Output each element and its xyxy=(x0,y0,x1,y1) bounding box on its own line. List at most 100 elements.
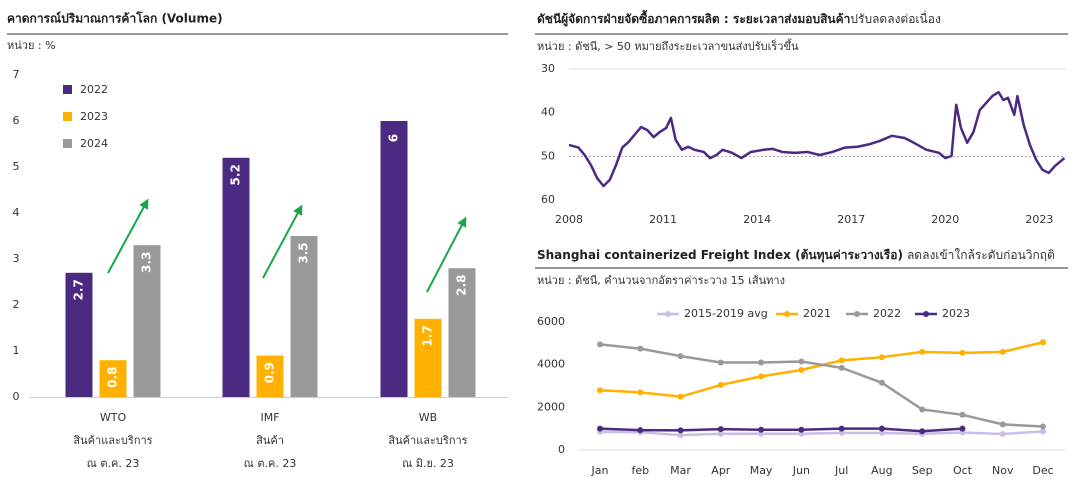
value-label: 3.3 xyxy=(140,252,154,273)
legend-swatch xyxy=(63,139,72,148)
x-tick-label: สินค้าและบริการ xyxy=(388,434,468,447)
y-tick-label: 6 xyxy=(13,114,20,127)
trend-arrow xyxy=(262,204,303,279)
x-tick-label: Jun xyxy=(792,464,810,477)
point xyxy=(677,432,684,439)
y-tick-label: 30 xyxy=(541,62,555,75)
x-tick-label: ณ ต.ค. 23 xyxy=(244,457,297,470)
x-tick-label: 2008 xyxy=(555,213,583,226)
point xyxy=(878,354,885,361)
y-tick-label: 50 xyxy=(541,149,555,162)
x-tick-label: Mar xyxy=(670,464,691,477)
point xyxy=(637,427,644,434)
y-tick-label: 6000 xyxy=(537,315,565,328)
y-tick-label: 60 xyxy=(541,193,555,206)
value-label: 3.5 xyxy=(297,242,311,263)
point xyxy=(758,373,765,380)
x-tick-label: feb xyxy=(631,464,649,477)
point xyxy=(878,379,885,386)
title-rest: ลดลงเข้าใกล้ระดับก่อนวิกฤติ xyxy=(907,248,1055,262)
line xyxy=(599,427,963,433)
y-tick-label: 40 xyxy=(541,106,555,119)
y-tick-label: 2 xyxy=(13,298,20,311)
point xyxy=(838,357,845,364)
point xyxy=(919,428,926,435)
value-label: 2.7 xyxy=(72,279,86,300)
trend-arrow xyxy=(107,198,149,274)
point xyxy=(677,353,684,360)
line xyxy=(599,343,1044,428)
point xyxy=(637,389,644,396)
legend-label: 2022 xyxy=(873,307,901,320)
point xyxy=(798,367,805,373)
point xyxy=(717,359,724,366)
x-tick-label: Apr xyxy=(711,464,731,477)
bar xyxy=(65,272,93,397)
point xyxy=(838,429,845,436)
point xyxy=(717,430,724,437)
point xyxy=(717,381,724,388)
x-tick-label: May xyxy=(750,464,773,477)
point xyxy=(838,364,845,371)
legend-marker xyxy=(665,311,671,317)
point xyxy=(919,348,926,355)
x-tick-label: 2020 xyxy=(931,213,959,226)
y-tick-label: 0 xyxy=(13,390,20,403)
point xyxy=(919,406,926,413)
unit-label: หน่วย : % xyxy=(7,39,56,52)
bar xyxy=(256,355,284,397)
x-tick-label: 2011 xyxy=(649,213,677,226)
bar xyxy=(414,318,442,397)
point xyxy=(999,431,1006,437)
x-tick-label: WTO xyxy=(100,411,127,424)
point xyxy=(758,359,765,366)
x-tick-label: WB xyxy=(419,411,437,424)
point xyxy=(959,425,966,432)
chart-title: ดัชนีผู้จัดการฝ่ายจัดซื้อภาคการผลิต : ระ… xyxy=(537,9,941,27)
x-tick-label: 2017 xyxy=(837,213,865,226)
title-bold: ดัชนีผู้จัดการฝ่ายจัดซื้อภาคการผลิต : ระ… xyxy=(537,9,850,27)
y-tick-label: 7 xyxy=(13,68,20,81)
x-tick-label: สินค้า xyxy=(256,434,284,447)
x-tick-label: Nov xyxy=(992,464,1014,477)
point xyxy=(878,425,885,432)
point xyxy=(798,358,805,365)
point xyxy=(717,426,724,433)
value-label: 0.8 xyxy=(106,367,120,388)
x-tick-label: ณ ต.ค. 23 xyxy=(87,457,140,470)
value-label: 1.7 xyxy=(421,325,435,346)
value-label: 0.9 xyxy=(263,362,277,383)
y-tick-label: 4 xyxy=(13,206,20,219)
title-rest: ปรับลดลงต่อเนื่อง xyxy=(850,10,940,26)
point xyxy=(1040,423,1046,430)
point xyxy=(637,345,644,352)
title-bold: Shanghai containerized Freight Index (ต้… xyxy=(537,248,903,263)
point xyxy=(1040,428,1046,435)
x-tick-label: Oct xyxy=(953,464,973,477)
point xyxy=(597,425,603,432)
x-tick-label: Dec xyxy=(1032,464,1053,477)
legend-marker xyxy=(854,311,860,317)
value-label: 6 xyxy=(387,134,401,142)
point xyxy=(999,421,1006,428)
y-tick-label: 0 xyxy=(558,443,565,456)
point xyxy=(597,387,603,394)
legend-label: 2023 xyxy=(942,307,970,320)
x-tick-label: สินค้าและบริการ xyxy=(73,434,153,447)
legend-label: 2023 xyxy=(80,110,108,123)
y-tick-label: 4000 xyxy=(537,358,565,371)
point xyxy=(959,411,966,418)
x-tick-label: IMF xyxy=(260,411,279,424)
y-tick-label: 3 xyxy=(13,252,20,265)
point xyxy=(597,341,603,348)
point xyxy=(677,427,684,434)
unit-label: หน่วย : ดัชนี, คำนวนจากอัตราค่าระวาง 15 … xyxy=(537,274,785,287)
x-tick-label: Aug xyxy=(871,464,892,477)
point xyxy=(798,426,805,433)
x-tick-label: Sep xyxy=(912,464,933,477)
x-tick-label: Jul xyxy=(834,464,848,477)
chart-title: คาดการณ์ปริมาณการค้าโลก (Volume) xyxy=(7,11,223,26)
chart-title: Shanghai containerized Freight Index (ต้… xyxy=(537,248,1055,263)
